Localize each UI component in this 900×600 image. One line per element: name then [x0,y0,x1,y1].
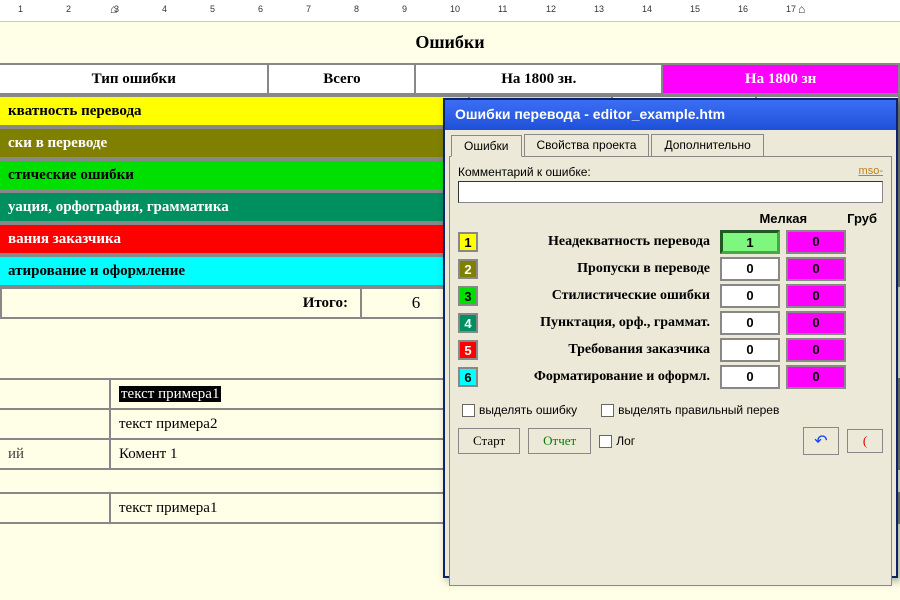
category-number[interactable]: 2 [458,259,478,279]
ruler-tick: 4 [162,4,167,14]
ruler-tick: 8 [354,4,359,14]
ruler-tick: 10 [450,4,460,14]
checkbox-icon[interactable] [599,435,612,448]
example-label [0,379,110,409]
checkbox-icon[interactable] [462,404,475,417]
ruler-tick: 9 [402,4,407,14]
minor-count[interactable]: 0 [720,311,780,335]
error-category-row: 1Неадекватность перевода10 [458,230,883,254]
ruler-tick: 6 [258,4,263,14]
th-per1800-active[interactable]: На 1800 зн [662,64,899,94]
chk-highlight-correct[interactable]: выделять правильный перев [601,403,779,417]
example-label [0,493,110,523]
minor-count[interactable]: 0 [720,284,780,308]
ruler-tick: 3 [114,4,119,14]
tab-errors[interactable]: Ошибки [451,135,522,157]
ruler-tick: 2 [66,4,71,14]
category-label: Неадекватность перевода [484,234,714,250]
category-number[interactable]: 3 [458,286,478,306]
error-category-row: 4 Пунктация, орф., граммат. 00 [458,311,883,335]
ruler-tick: 5 [210,4,215,14]
comment-input[interactable] [458,181,883,203]
error-category-row: 6 Форматирование и оформл. 00 [458,365,883,389]
ruler-tick: 17 [786,4,796,14]
error-type-cell: ски в переводе [0,128,469,158]
ruler-marker-right-icon: ⌂ [798,2,805,16]
report-button[interactable]: Отчет [528,428,591,454]
category-number[interactable]: 5 [458,340,478,360]
ruler-tick: 12 [546,4,556,14]
category-number[interactable]: 1 [458,232,478,252]
category-number[interactable]: 6 [458,367,478,387]
start-button[interactable]: Старт [458,428,520,454]
th-type: Тип ошибки [0,64,268,94]
error-category-row: 3 Стилистические ошибки 00 [458,284,883,308]
total-label: Итого: [1,288,361,318]
ruler-tick: 15 [690,4,700,14]
major-count[interactable]: 0 [786,230,846,254]
minor-count[interactable]: 0 [720,338,780,362]
doc-title: Ошибки [0,28,900,63]
tab-project-props[interactable]: Свойства проекта [524,134,650,156]
major-count[interactable]: 0 [786,311,846,335]
error-type-cell: атирование и оформление [0,256,469,286]
error-type-cell: стические ошибки [0,160,469,190]
undo-icon: ↶ [814,433,827,450]
error-type-cell: кватность перевода [0,96,469,126]
comment-label: Комментарий к ошибке: mso- [458,165,883,179]
errors-table: Тип ошибки Всего На 1800 зн. На 1800 зн [0,63,900,95]
category-label: Пунктация, орф., граммат. [484,315,714,331]
checkbox-icon[interactable] [601,404,614,417]
category-label: Стилистические ошибки [484,288,714,304]
major-count[interactable]: 0 [786,284,846,308]
ruler-tick: 14 [642,4,652,14]
errors-dialog[interactable]: Ошибки перевода - editor_example.htm Оши… [443,98,898,578]
extra-button[interactable]: ( [847,429,883,453]
undo-button[interactable]: ↶ [803,427,839,455]
error-category-row: 5 Требования заказчика 00 [458,338,883,362]
dialog-tabs: Ошибки Свойства проекта Дополнительно [445,130,896,156]
mso-link[interactable]: mso- [859,165,883,177]
ruler-tick: 7 [306,4,311,14]
major-count[interactable]: 0 [786,338,846,362]
category-label: Пропуски в переводе [484,261,714,277]
major-count[interactable]: 0 [786,365,846,389]
th-per1800: На 1800 зн. [415,64,662,94]
col-major: Груб [847,211,877,226]
th-total: Всего [268,64,415,94]
category-number[interactable]: 4 [458,313,478,333]
minor-count[interactable]: 1 [720,230,780,254]
chk-highlight-error[interactable]: выделять ошибку [462,403,577,417]
tab-additional[interactable]: Дополнительно [651,134,763,156]
example-label [0,409,110,439]
dialog-titlebar[interactable]: Ошибки перевода - editor_example.htm [445,100,896,130]
minor-count[interactable]: 0 [720,365,780,389]
col-minor: Мелкая [759,211,807,226]
category-label: Требования заказчика [484,342,714,358]
ruler: ⌂ ⌂ 1234567891011121314151617 [0,0,900,22]
ruler-tick: 11 [498,4,507,14]
major-count[interactable]: 0 [786,257,846,281]
error-category-row: 2 Пропуски в переводе 00 [458,257,883,281]
category-label: Форматирование и оформл. [484,369,714,385]
ruler-tick: 1 [18,4,23,14]
minor-count[interactable]: 0 [720,257,780,281]
error-type-cell: вания заказчика [0,224,469,254]
example-label: ий [0,439,110,469]
chk-log[interactable]: Лог [599,434,635,448]
error-type-cell: уация, орфография, грамматика [0,192,469,222]
ruler-tick: 16 [738,4,748,14]
ruler-tick: 13 [594,4,604,14]
